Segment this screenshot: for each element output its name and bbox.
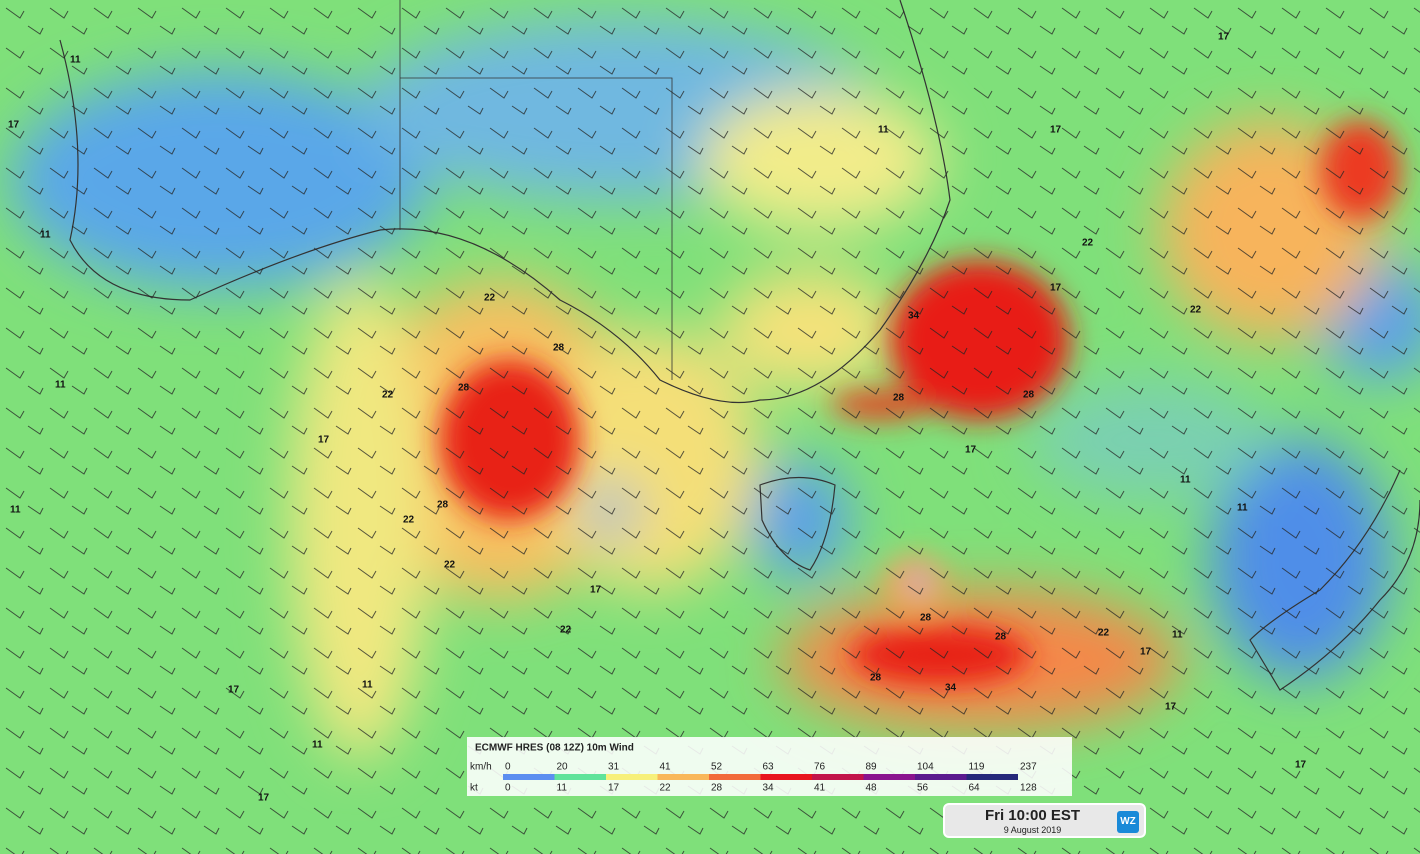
contour-label: 17 [1165, 702, 1177, 713]
scale-label: 31 [608, 762, 620, 773]
contour-label: 17 [8, 120, 20, 131]
legend: ECMWF HRES (08 12Z) 10m Wind km/h 0 20 31 41… [467, 737, 1072, 796]
unit-label: km/h [470, 762, 492, 773]
contour-label: 17 [318, 435, 330, 446]
contour-label: 28 [920, 613, 932, 624]
logo: WZ [1117, 811, 1139, 833]
scale-label: 11 [557, 783, 568, 794]
color-swatch [812, 774, 864, 780]
contour-label: 28 [437, 500, 449, 511]
scale-label: 52 [711, 762, 723, 773]
contour-label: 11 [55, 380, 66, 391]
color-swatch [915, 774, 967, 780]
contour-label: 28 [893, 393, 905, 404]
contour-label: 11 [1237, 503, 1248, 514]
contour-label: 17 [1140, 647, 1152, 658]
scale-label: 128 [1020, 783, 1037, 794]
color-swatch [966, 774, 1018, 780]
scale-label: 64 [969, 783, 981, 794]
contour-label: 17 [1050, 283, 1062, 294]
contour-label: 11 [362, 680, 373, 691]
scale-label: 20 [557, 762, 569, 773]
contour-label: 22 [1098, 628, 1110, 639]
contour-label: 22 [444, 560, 456, 571]
contour-label: 22 [382, 390, 394, 401]
scale-label: 104 [917, 762, 934, 773]
contour-label: 34 [908, 311, 920, 322]
contour-label: 11 [1180, 475, 1191, 486]
scale-label: 89 [866, 762, 878, 773]
scale-label: 237 [1020, 762, 1037, 773]
contour-label: 17 [1295, 760, 1307, 771]
contour-label: 11 [70, 55, 81, 66]
contour-label: 28 [870, 673, 882, 684]
contour-label: 22 [560, 625, 572, 636]
color-swatch [709, 774, 761, 780]
contour-label: 17 [590, 585, 602, 596]
scale-label: 41 [660, 762, 672, 773]
scale-label: 41 [814, 783, 826, 794]
date-label: 9 August 2019 [1003, 825, 1062, 835]
time-label: Fri 10:00 EST [984, 807, 1081, 824]
contour-label: 17 [965, 445, 977, 456]
contour-label: 28 [995, 632, 1007, 643]
contour-label: 11 [1172, 630, 1183, 641]
contour-label: 17 [1218, 32, 1230, 43]
contour-label: 17 [228, 685, 240, 696]
contour-label: 28 [553, 343, 565, 354]
scale-label: 48 [866, 783, 878, 794]
scale-label: 63 [763, 762, 775, 773]
scale-label: 0 [505, 783, 511, 794]
scale-label: 76 [814, 762, 826, 773]
color-swatch [554, 774, 606, 780]
scale-label: 119 [969, 762, 985, 773]
contour-label: 11 [40, 230, 51, 241]
contour-label: 11 [878, 125, 889, 136]
legend-scale: ECMWF HRES (08 12Z) 10m Wind km/h 0 20 31 41… [470, 743, 1037, 794]
contour-label: 17 [1050, 125, 1062, 136]
color-swatch [503, 774, 555, 780]
scale-label: 56 [917, 783, 929, 794]
legend-title: ECMWF HRES (08 12Z) 10m Wind [475, 743, 634, 754]
contour-label: 22 [1190, 305, 1202, 316]
contour-label: 28 [1023, 390, 1035, 401]
contour-label: 22 [484, 293, 496, 304]
contour-label: 22 [403, 515, 415, 526]
unit-label: kt [470, 783, 478, 794]
color-swatch [760, 774, 812, 780]
contour-label: 28 [458, 383, 470, 394]
scale-label: 22 [660, 783, 672, 794]
color-swatch [606, 774, 658, 780]
contour-label: 22 [1082, 238, 1094, 249]
contour-label: 17 [258, 793, 270, 804]
scale-label: 28 [711, 783, 723, 794]
color-swatch [657, 774, 709, 780]
time-box: Fri 10:00 EST 9 August 2019 WZ [943, 803, 1146, 838]
contour-label: 11 [312, 740, 323, 751]
scale-label: 17 [608, 783, 620, 794]
color-swatch [863, 774, 915, 780]
scale-label: 0 [505, 762, 511, 773]
contour-label: 34 [945, 683, 957, 694]
contour-label: 11 [10, 505, 21, 516]
scale-label: 34 [763, 783, 775, 794]
